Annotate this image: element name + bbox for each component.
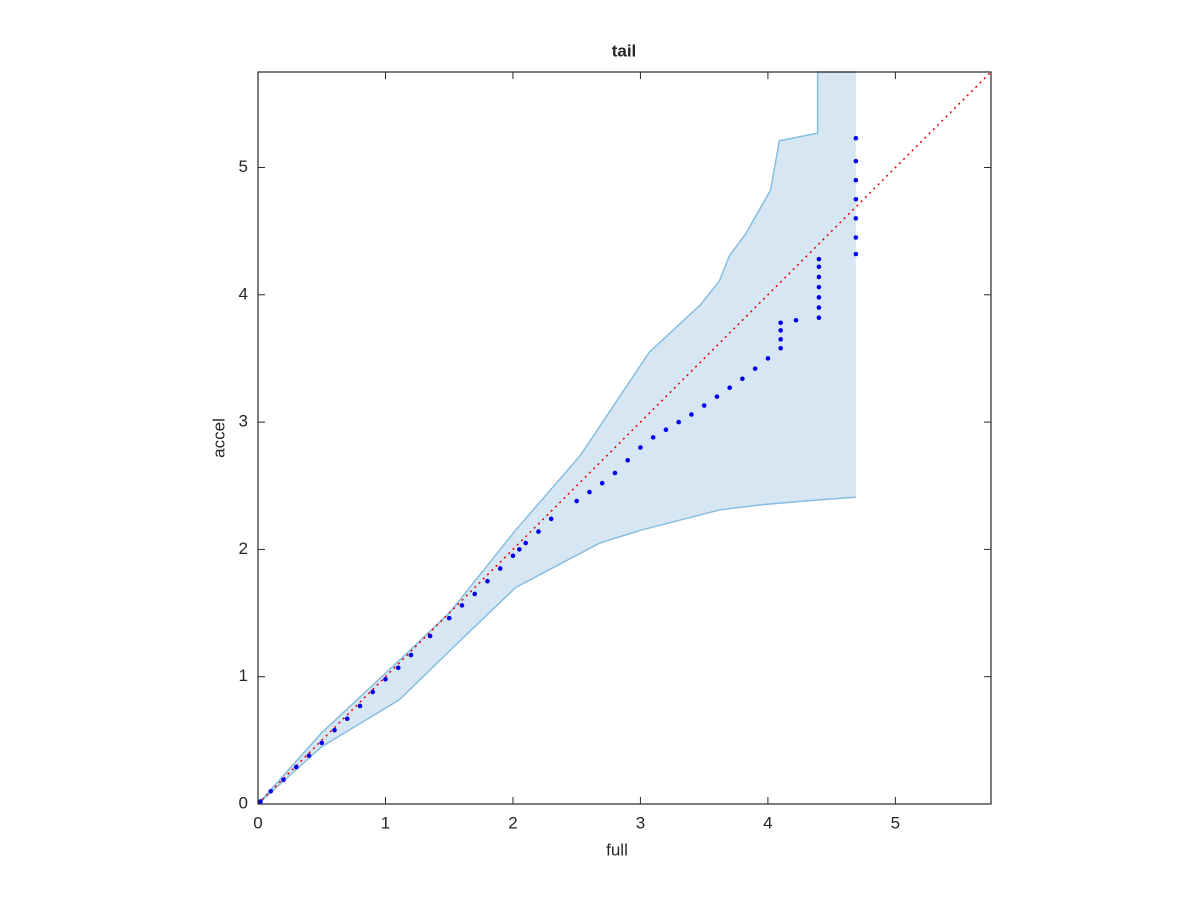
confidence-band: [258, 72, 856, 804]
chart-title: tail: [612, 41, 637, 60]
point: [778, 337, 783, 342]
point: [612, 470, 618, 476]
point: [752, 366, 758, 371]
point: [638, 445, 643, 450]
point: [485, 578, 490, 584]
point: [319, 740, 325, 746]
point: [510, 553, 516, 559]
x-tick-label: 2: [508, 813, 517, 832]
point: [306, 753, 312, 758]
point: [281, 777, 286, 783]
point: [625, 457, 630, 463]
point: [370, 689, 376, 695]
point: [740, 376, 745, 382]
point: [816, 274, 822, 280]
x-tick-label: 1: [381, 813, 390, 832]
point: [853, 216, 859, 221]
point: [344, 716, 350, 722]
point: [395, 665, 401, 671]
point: [816, 256, 822, 262]
y-tick-label: 2: [239, 539, 248, 558]
point: [853, 177, 859, 183]
axes-box: [257, 71, 992, 805]
x-tick-label: 0: [253, 813, 262, 832]
point: [472, 591, 478, 597]
point: [853, 235, 859, 240]
point: [816, 295, 822, 300]
point: [332, 727, 337, 733]
point: [816, 284, 822, 290]
x-tick-label: 4: [763, 813, 772, 832]
point: [663, 427, 669, 433]
point: [816, 264, 822, 270]
point: [816, 315, 822, 320]
y-tick-label: 0: [239, 793, 248, 812]
y-axis-label: accel: [209, 418, 228, 458]
point: [408, 652, 414, 658]
point: [853, 135, 859, 141]
point: [793, 317, 799, 323]
x-axis-label: full: [606, 840, 628, 859]
point: [383, 676, 388, 682]
x-tick-label: 5: [891, 813, 900, 832]
point: [599, 480, 605, 486]
point: [258, 799, 263, 804]
point: [497, 566, 503, 571]
point: [765, 356, 771, 361]
point: [293, 764, 299, 770]
point: [676, 419, 681, 425]
x-tick-label: 3: [636, 813, 645, 832]
point: [778, 328, 783, 333]
point: [357, 703, 363, 709]
point: [853, 251, 859, 257]
point: [778, 320, 783, 326]
point: [689, 412, 694, 417]
point: [816, 305, 822, 310]
point: [714, 394, 720, 399]
point: [446, 615, 452, 621]
band-edge: [257, 496, 856, 805]
point: [650, 435, 656, 440]
y-tick-label: 4: [239, 284, 248, 303]
point: [548, 516, 554, 522]
band-edge: [257, 71, 856, 805]
point: [587, 489, 592, 495]
y-tick-label: 5: [239, 157, 248, 176]
point: [727, 385, 732, 391]
point: [536, 529, 541, 534]
point: [459, 603, 465, 608]
point: [574, 498, 579, 504]
point: [427, 633, 433, 639]
reference-line: [257, 71, 992, 805]
point: [517, 547, 522, 552]
point: [268, 788, 274, 794]
point: [853, 197, 859, 202]
y-tick-label: 3: [239, 412, 248, 431]
y-tick-label: 1: [239, 666, 248, 685]
point: [523, 540, 529, 546]
point: [853, 158, 859, 164]
point: [701, 403, 707, 408]
point: [778, 345, 783, 351]
